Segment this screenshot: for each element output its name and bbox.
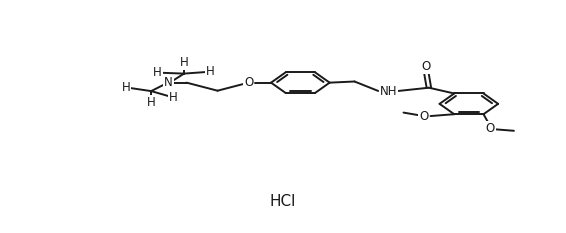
Text: H: H <box>147 96 156 109</box>
Text: O: O <box>422 60 431 72</box>
Text: H: H <box>179 56 188 69</box>
Text: HCl: HCl <box>270 194 296 209</box>
Text: N: N <box>164 76 173 89</box>
Text: O: O <box>244 76 253 89</box>
Text: O: O <box>419 110 428 123</box>
Text: H: H <box>153 66 161 79</box>
Text: H: H <box>207 65 215 78</box>
Text: O: O <box>486 122 495 135</box>
Text: H: H <box>121 81 130 94</box>
Text: NH: NH <box>380 85 397 98</box>
Text: H: H <box>169 91 178 104</box>
